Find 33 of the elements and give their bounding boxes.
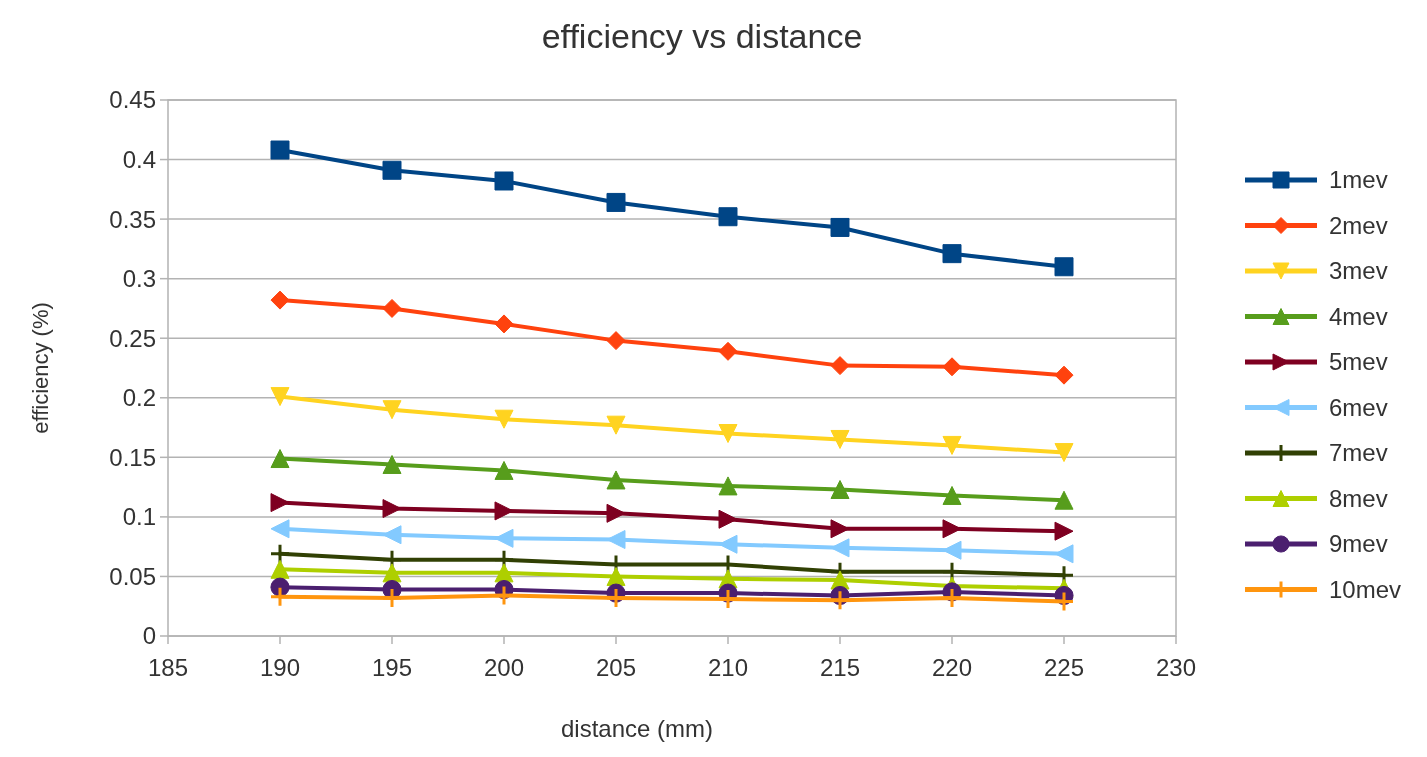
x-tick-label: 215 [819, 654, 861, 681]
x-tick-label: 200 [483, 654, 525, 681]
y-tick-label: 0.3 [122, 265, 156, 293]
legend-label: 4mev [1329, 302, 1388, 330]
legend-label: 8mev [1329, 484, 1388, 512]
x-tick-label: 210 [707, 654, 749, 681]
chart-title: efficiency vs distance [541, 17, 863, 55]
y-tick-label: 0.1 [122, 503, 156, 531]
y-tick-label: 0.2 [122, 384, 156, 412]
y-tick-label: 0.25 [109, 324, 156, 352]
legend-label: 3mev [1329, 257, 1388, 285]
y-axis-title: efficiency (%) [28, 302, 53, 434]
y-tick-label: 0.15 [109, 443, 156, 471]
legend-label: 7mev [1329, 439, 1388, 467]
y-tick-label: 0.4 [122, 145, 156, 173]
x-tick-label: 190 [259, 654, 301, 681]
legend-label: 9mev [1329, 530, 1388, 558]
x-tick-label: 220 [931, 654, 973, 681]
y-tick-label: 0.05 [109, 562, 156, 590]
x-tick-label: 195 [371, 654, 413, 681]
legend-label: 10mev [1329, 575, 1402, 603]
x-tick-label: 205 [595, 654, 637, 681]
x-axis-title: distance (mm) [560, 715, 714, 742]
legend-label: 6mev [1329, 393, 1388, 421]
x-tick-label: 225 [1043, 654, 1085, 681]
y-tick-label: 0 [142, 622, 156, 650]
y-tick-label: 0.45 [109, 86, 156, 114]
legend-label: 2mev [1329, 211, 1388, 239]
legend-label: 1mev [1329, 166, 1388, 194]
x-tick-label: 230 [1155, 654, 1197, 681]
legend-label: 5mev [1329, 348, 1388, 376]
y-tick-label: 0.35 [109, 205, 156, 233]
x-tick-label: 185 [147, 654, 189, 681]
